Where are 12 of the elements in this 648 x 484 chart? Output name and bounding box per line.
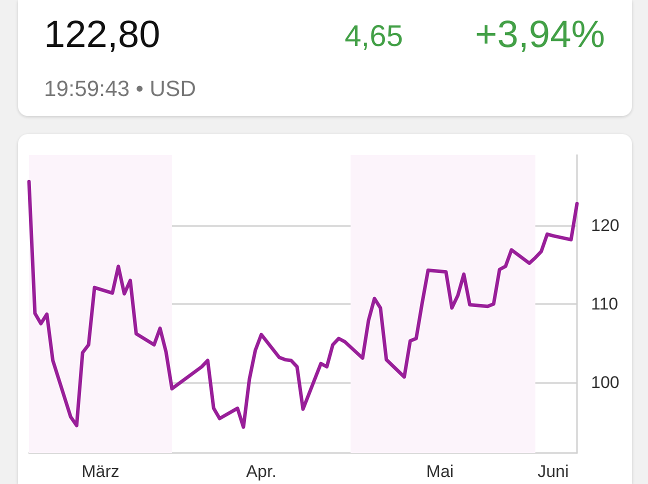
text: 4,65 <box>344 20 403 54</box>
x-tick-label: März <box>82 462 120 481</box>
chart-title: 122,80 <box>44 14 160 57</box>
x-tick-label: Apr. <box>246 462 276 481</box>
x-tick-label: Mai <box>426 462 454 481</box>
text: +3,94% <box>475 14 605 57</box>
line-series <box>27 180 579 429</box>
x-tick-label: Juni <box>538 462 569 481</box>
y-tick-label: 120 <box>591 216 620 236</box>
y-tick-label: 110 <box>591 294 618 314</box>
text: 19:59:43 • USD <box>44 76 196 102</box>
y-tick-label: 100 <box>591 372 620 392</box>
